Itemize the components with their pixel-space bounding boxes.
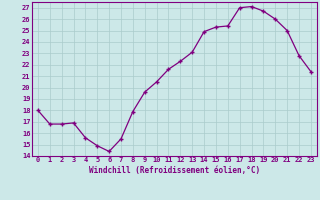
X-axis label: Windchill (Refroidissement éolien,°C): Windchill (Refroidissement éolien,°C) bbox=[89, 166, 260, 175]
